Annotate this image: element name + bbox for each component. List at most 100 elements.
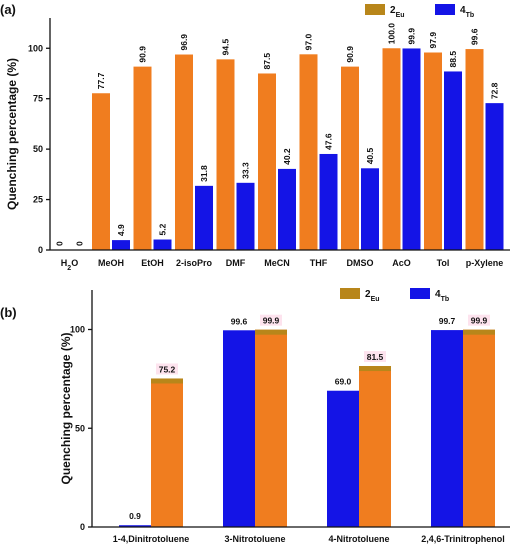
bar-eu <box>341 66 359 250</box>
data-label-eu: 99.9 <box>263 316 280 326</box>
category-label: DMF <box>226 258 246 268</box>
y-tick-label: 25 <box>33 195 43 205</box>
bar-eu-cap <box>359 366 391 372</box>
legend-name-sub: Eu <box>396 12 405 19</box>
bar-tb <box>361 168 379 250</box>
category-text: DMSO <box>347 258 374 268</box>
bar-eu <box>151 378 183 527</box>
category-text: 4-Nitrotoluene <box>328 534 389 544</box>
bar-tb <box>444 71 462 250</box>
legend: 2Eu 4Tb <box>365 4 474 19</box>
bar-eu-cap <box>255 329 287 335</box>
data-label-tb: 4.9 <box>116 224 126 236</box>
data-label-eu: 90.9 <box>138 46 148 63</box>
data-label-tb: 72.8 <box>490 82 500 99</box>
legend-swatch <box>340 288 360 299</box>
data-label-bg <box>364 351 386 363</box>
data-label-eu: 90.9 <box>345 46 355 63</box>
bar-eu <box>424 52 442 250</box>
category-text-tail: O <box>71 258 78 268</box>
category-label: H2O <box>61 258 78 272</box>
data-label-tb: 88.5 <box>448 51 458 68</box>
bar-tb <box>402 48 421 250</box>
bar-eu <box>258 73 276 250</box>
category-text: DMF <box>226 258 246 268</box>
data-label-tb: 33.3 <box>241 162 251 179</box>
bar-tb <box>278 168 296 250</box>
category-label: 1-4,Dinitrotoluene <box>113 534 190 544</box>
legend-label: 4Tb <box>460 5 474 19</box>
bar-eu <box>465 49 484 250</box>
data-label-tb: 99.7 <box>439 316 456 326</box>
y-tick-label: 100 <box>28 43 43 53</box>
data-label-eu: 99.6 <box>470 28 480 45</box>
category-text: MeOH <box>98 258 124 268</box>
legend-label: 4Tb <box>435 289 449 303</box>
legend-name-sub: Tb <box>466 12 475 19</box>
legend-name: 2 <box>390 5 396 16</box>
bar-eu <box>175 54 193 250</box>
category-text: EtOH <box>141 258 164 268</box>
data-label-tb: 5.2 <box>158 223 168 235</box>
panel-b-chart: (b) Quenching percentage (%) 0 50 100 0.9 75.2… <box>0 288 510 544</box>
category-label: 2,4,6-Trinitrophenol <box>421 534 505 544</box>
data-label-tb: 99.6 <box>231 316 248 326</box>
legend-swatch <box>435 4 455 15</box>
bar-eu-cap <box>151 378 183 384</box>
data-label-eu: 0 <box>55 241 65 246</box>
bar-eu <box>133 66 152 250</box>
data-label-eu: 75.2 <box>159 364 176 374</box>
bar-eu <box>216 59 235 250</box>
category-label: 2-isoPro <box>176 258 213 268</box>
y-tick-label: 50 <box>75 423 85 433</box>
data-label-eu: 81.5 <box>367 352 384 362</box>
legend-name-sub: Eu <box>371 296 380 303</box>
data-label-tb: 40.2 <box>282 148 292 165</box>
category-subscript: 2 <box>67 265 71 272</box>
category-text: MeCN <box>264 258 290 268</box>
bar-tb <box>195 185 213 250</box>
legend-swatch <box>410 288 430 299</box>
category-label: MeOH <box>98 258 124 268</box>
y-tick-label: 0 <box>38 245 43 255</box>
category-label: THF <box>310 258 328 268</box>
bar-eu <box>255 329 287 527</box>
category-text: 1-4,Dinitrotoluene <box>113 534 190 544</box>
category-label: 4-Nitrotoluene <box>328 534 389 544</box>
legend-name: 4 <box>435 289 441 300</box>
y-axis-title: Quenching percentage (%) <box>5 58 19 210</box>
category-label: AcO <box>392 258 411 268</box>
data-label-tb: 40.5 <box>365 147 375 164</box>
legend-name: 2 <box>365 289 371 300</box>
category-label: DMSO <box>347 258 374 268</box>
legend: 2Eu 4Tb <box>340 288 449 303</box>
legend-swatch <box>365 4 385 15</box>
bar-tb <box>119 525 151 527</box>
category-label: Tol <box>437 258 450 268</box>
legend-name: 4 <box>460 5 466 16</box>
panel-a-chart: (a) Quenching percentage (%) 0 25 50 75 100 0 0 H… <box>0 2 510 272</box>
bar-tb <box>112 240 130 250</box>
bar-eu <box>463 329 495 527</box>
data-label-bg <box>156 363 178 375</box>
legend-label: 2Eu <box>365 289 380 303</box>
data-label-eu: 87.5 <box>262 53 272 70</box>
y-tick-label: 0 <box>80 522 85 532</box>
data-label-eu: 97.9 <box>428 32 438 49</box>
data-label-tb: 99.9 <box>407 28 417 45</box>
panel-label: (b) <box>0 305 17 320</box>
data-label-tb: 69.0 <box>335 377 352 387</box>
data-label-eu: 99.9 <box>471 316 488 326</box>
category-text: THF <box>310 258 328 268</box>
data-label-eu: 94.5 <box>221 39 231 56</box>
bar-eu-cap <box>463 329 495 335</box>
category-label: 3-Nitrotoluene <box>224 534 285 544</box>
data-label-eu: 100.0 <box>387 23 397 45</box>
legend-name-sub: Tb <box>441 296 450 303</box>
category-text: p-Xylene <box>466 258 504 268</box>
bar-eu <box>92 93 110 251</box>
data-label-eu: 77.7 <box>96 72 106 89</box>
category-text: 2,4,6-Trinitrophenol <box>421 534 505 544</box>
data-label-tb: 31.8 <box>199 165 209 182</box>
